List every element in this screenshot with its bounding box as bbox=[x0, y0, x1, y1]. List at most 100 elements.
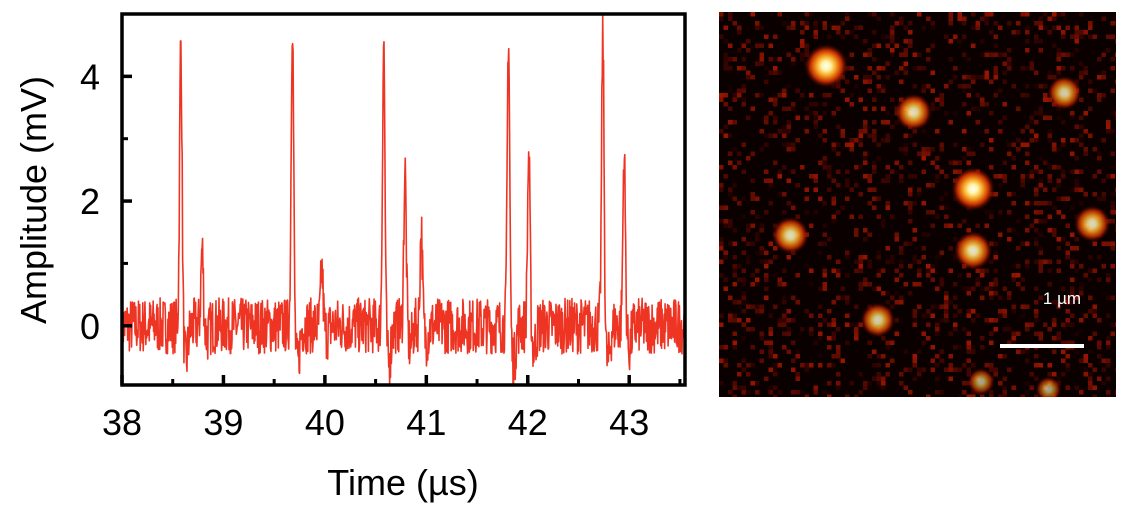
noise-pixel bbox=[984, 268, 989, 273]
noise-pixel bbox=[998, 354, 1003, 359]
noise-pixel bbox=[993, 372, 998, 377]
noise-pixel bbox=[827, 174, 832, 179]
noise-pixel bbox=[926, 57, 931, 62]
noise-pixel bbox=[1034, 259, 1039, 264]
noise-pixel bbox=[759, 336, 764, 341]
noise-pixel bbox=[1106, 358, 1111, 363]
noise-pixel bbox=[1115, 210, 1116, 215]
noise-pixel bbox=[899, 295, 904, 300]
noise-pixel bbox=[822, 282, 827, 287]
noise-pixel bbox=[786, 147, 791, 152]
noise-pixel bbox=[989, 394, 994, 397]
noise-pixel bbox=[926, 151, 931, 156]
noise-pixel bbox=[1007, 327, 1012, 332]
noise-pixel bbox=[962, 102, 967, 107]
noise-pixel bbox=[993, 291, 998, 296]
noise-pixel bbox=[1074, 295, 1079, 300]
noise-pixel bbox=[1074, 246, 1079, 251]
noise-pixel bbox=[1016, 331, 1021, 336]
noise-pixel bbox=[818, 196, 823, 201]
noise-pixel bbox=[858, 264, 863, 269]
noise-pixel bbox=[863, 282, 868, 287]
fluorescence-image-panel: 1 µm bbox=[719, 12, 1116, 397]
noise-pixel bbox=[899, 250, 904, 255]
noise-pixel bbox=[998, 295, 1003, 300]
noise-pixel bbox=[1016, 246, 1021, 251]
noise-pixel bbox=[1002, 309, 1007, 314]
noise-pixel bbox=[908, 133, 913, 138]
noise-pixel bbox=[782, 318, 787, 323]
noise-pixel bbox=[890, 97, 895, 102]
noise-pixel bbox=[1047, 70, 1052, 75]
noise-pixel bbox=[867, 79, 872, 84]
noise-pixel bbox=[890, 124, 895, 129]
noise-pixel bbox=[1079, 264, 1084, 269]
noise-pixel bbox=[782, 124, 787, 129]
noise-pixel bbox=[926, 313, 931, 318]
noise-pixel bbox=[1002, 390, 1007, 395]
noise-pixel bbox=[989, 52, 994, 57]
noise-pixel bbox=[1052, 318, 1057, 323]
noise-pixel bbox=[908, 21, 913, 26]
noise-pixel bbox=[1025, 322, 1030, 327]
noise-pixel bbox=[858, 192, 863, 197]
noise-pixel bbox=[939, 169, 944, 174]
noise-pixel bbox=[1088, 372, 1093, 377]
noise-pixel bbox=[876, 372, 881, 377]
noise-pixel bbox=[854, 165, 859, 170]
noise-pixel bbox=[732, 147, 737, 152]
noise-pixel bbox=[872, 363, 877, 368]
noise-pixel bbox=[764, 120, 769, 125]
noise-pixel bbox=[944, 291, 949, 296]
noise-pixel bbox=[1056, 165, 1061, 170]
noise-pixel bbox=[917, 273, 922, 278]
noise-pixel bbox=[849, 187, 854, 192]
noise-pixel bbox=[1007, 142, 1012, 147]
noise-pixel bbox=[858, 282, 863, 287]
noise-pixel bbox=[800, 30, 805, 35]
noise-pixel bbox=[1016, 273, 1021, 278]
noise-pixel bbox=[764, 210, 769, 215]
noise-pixel bbox=[1002, 174, 1007, 179]
noise-pixel bbox=[737, 151, 742, 156]
noise-pixel bbox=[867, 354, 872, 359]
noise-pixel bbox=[1016, 147, 1021, 152]
noise-pixel bbox=[755, 304, 760, 309]
noise-pixel bbox=[746, 390, 751, 395]
noise-pixel bbox=[966, 349, 971, 354]
noise-pixel bbox=[1074, 25, 1079, 30]
noise-pixel bbox=[1110, 331, 1115, 336]
x-tick-label: 43 bbox=[609, 402, 649, 443]
noise-pixel bbox=[980, 39, 985, 44]
noise-pixel bbox=[894, 291, 899, 296]
noise-pixel bbox=[737, 201, 742, 206]
noise-pixel bbox=[984, 52, 989, 57]
fluorescent-spot bbox=[953, 231, 993, 271]
noise-pixel bbox=[782, 192, 787, 197]
noise-pixel bbox=[732, 268, 737, 273]
noise-pixel bbox=[876, 376, 881, 381]
noise-pixel bbox=[1061, 286, 1066, 291]
noise-pixel bbox=[1088, 363, 1093, 368]
noise-pixel bbox=[1061, 174, 1066, 179]
noise-pixel bbox=[786, 84, 791, 89]
noise-pixel bbox=[917, 187, 922, 192]
noise-pixel bbox=[746, 372, 751, 377]
noise-pixel bbox=[1079, 291, 1084, 296]
noise-pixel bbox=[930, 264, 935, 269]
noise-pixel bbox=[755, 196, 760, 201]
noise-pixel bbox=[1061, 138, 1066, 143]
noise-pixel bbox=[912, 358, 917, 363]
noise-pixel bbox=[1083, 151, 1088, 156]
noise-pixel bbox=[746, 255, 751, 260]
noise-pixel bbox=[741, 142, 746, 147]
noise-pixel bbox=[813, 124, 818, 129]
noise-pixel bbox=[791, 318, 796, 323]
noise-pixel bbox=[1052, 300, 1057, 305]
noise-pixel bbox=[818, 354, 823, 359]
noise-pixel bbox=[957, 273, 962, 278]
noise-pixel bbox=[782, 133, 787, 138]
noise-pixel bbox=[1007, 210, 1012, 215]
noise-pixel bbox=[1025, 349, 1030, 354]
